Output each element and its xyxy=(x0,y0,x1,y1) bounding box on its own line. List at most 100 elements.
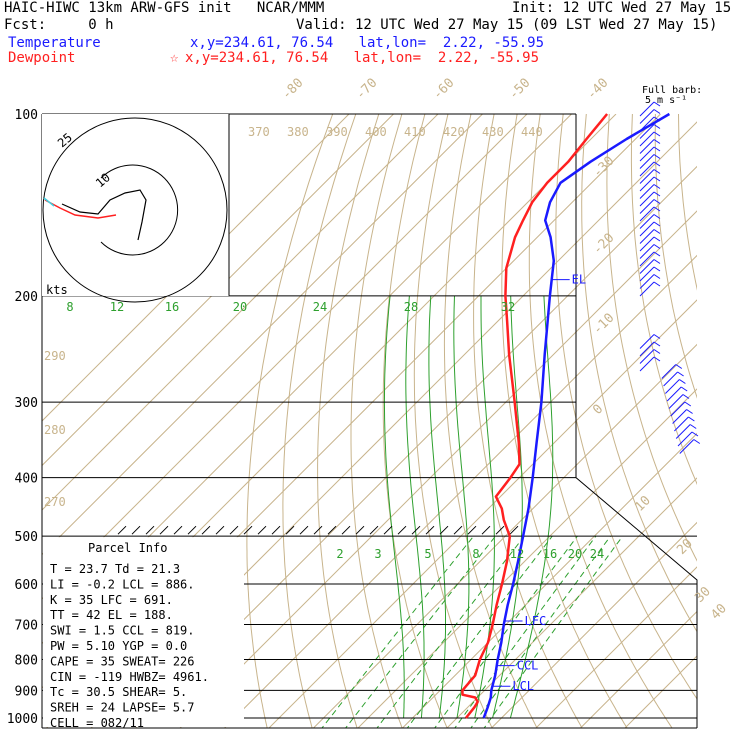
dry-adiabat-line xyxy=(282,114,357,728)
wind-barb-flag xyxy=(653,131,661,137)
pressure-tick-label: 500 xyxy=(15,530,38,545)
dry-adiabat-line xyxy=(606,114,697,562)
wind-barb xyxy=(639,161,655,177)
wind-barb-flag xyxy=(653,101,661,107)
isotherm-line xyxy=(624,655,697,728)
mixing-ratio-label: 24 xyxy=(590,547,604,561)
wind-barb xyxy=(639,109,655,124)
moist-adiabat-label: 20 xyxy=(233,300,247,314)
hatch-mark xyxy=(173,525,183,535)
parcel-info-row: Tc = 30.5 SHEAR= 5. xyxy=(50,685,187,699)
level-label-ccl: CCL xyxy=(517,659,539,673)
hatch-mark xyxy=(369,525,379,535)
dry-adiabat-line xyxy=(473,114,583,728)
moist-adiabat-label: 24 xyxy=(313,300,327,314)
wind-barb-flag xyxy=(653,229,661,234)
pressure-tick-label: 800 xyxy=(15,653,38,668)
mixing-ratio-line xyxy=(483,535,624,728)
isotherm-label: 30 xyxy=(692,584,714,606)
init-time: Init: 12 UTC Wed 27 May 15 xyxy=(512,0,732,16)
isotherm-line xyxy=(42,114,483,556)
hatch-mark xyxy=(201,525,211,535)
isotherm-label: 10 xyxy=(632,493,654,515)
hatch-mark xyxy=(117,525,127,535)
temperature-profile xyxy=(482,112,671,719)
isotherm-label: -50 xyxy=(506,76,533,103)
wind-barb xyxy=(672,409,687,424)
hatch-mark xyxy=(299,525,309,535)
valid-time: Valid: 12 UTC Wed 27 May 15 (09 LST Wed … xyxy=(296,17,718,33)
moist-adiabat-label: 28 xyxy=(404,300,418,314)
hodograph-outer-ring xyxy=(42,117,228,303)
parcel-info-row: TT = 42 EL = 188. xyxy=(50,608,173,622)
isotherm-label: -70 xyxy=(353,76,380,103)
isotherm-label: -60 xyxy=(430,76,457,103)
mixing-ratio-line xyxy=(376,535,525,728)
wind-barb-flag xyxy=(689,424,697,429)
isotherm-label: -30 xyxy=(590,154,617,181)
temperature-coords: x,y=234.61, 76.54 lat,lon= 2.22, -55.95 xyxy=(190,35,545,51)
moist-adiabat-line xyxy=(509,295,554,719)
parcel-info-row: CAPE = 35 SWEAT= 226 xyxy=(50,654,195,668)
hatch-mark xyxy=(509,525,519,535)
wind-barb xyxy=(639,266,655,282)
parcel-info-row: SWI = 1.5 CCL = 819. xyxy=(50,624,195,638)
isotherm-line xyxy=(446,477,697,728)
wind-barb-flag xyxy=(653,161,661,167)
wind-barb-flag xyxy=(691,431,699,437)
isotherm-line xyxy=(579,610,697,728)
wind-barb xyxy=(639,184,655,199)
pressure-tick-label: 700 xyxy=(15,618,38,633)
wind-barb-flag xyxy=(682,394,690,399)
moist-adiabat-label: 8 xyxy=(66,300,73,314)
wind-barb xyxy=(639,116,655,132)
parcel-info-row: T = 23.7 Td = 21.3 xyxy=(50,562,180,576)
pressure-tick-label: 100 xyxy=(15,108,38,123)
hatch-mark xyxy=(131,525,141,535)
hatch-mark xyxy=(397,525,407,535)
wind-barb xyxy=(639,259,655,274)
wind-barb xyxy=(661,364,677,379)
wind-barb-flag xyxy=(653,154,661,159)
dry-adiabat-line xyxy=(443,114,538,728)
wind-barb xyxy=(670,401,686,417)
wind-barb-flag xyxy=(688,416,695,422)
theta-label: 400 xyxy=(365,125,387,139)
isotherm-label: 20 xyxy=(674,536,696,558)
hatch-mark xyxy=(271,525,281,535)
wind-barb-flag xyxy=(653,206,661,212)
wind-barb-flag xyxy=(653,274,661,279)
wind-barb-flag xyxy=(680,386,688,392)
isotherm-line xyxy=(42,114,394,467)
wind-barb xyxy=(639,101,655,117)
mixing-ratio-label: 16 xyxy=(543,547,557,561)
mixing-ratio-label: 3 xyxy=(374,547,381,561)
hatch-mark xyxy=(187,525,197,535)
hatch-mark xyxy=(257,525,267,535)
wind-barb-flag xyxy=(679,379,686,384)
wind-barb xyxy=(679,439,695,454)
wind-barb-flag xyxy=(686,409,693,414)
isotherm-line xyxy=(179,210,697,728)
hatch-mark xyxy=(341,525,351,535)
dry-adiabat-line xyxy=(555,114,697,700)
dry-adiabat-line xyxy=(581,114,697,633)
hatch-mark xyxy=(229,525,239,535)
level-label-lcl: LCL xyxy=(512,679,534,693)
wind-barb-flag xyxy=(653,199,661,204)
parcel-info-row: CELL = 082/11 xyxy=(50,716,144,730)
parcel-info-row: PW = 5.10 YGP = 0.0 xyxy=(50,639,187,653)
hatch-mark xyxy=(327,525,337,535)
wind-barb xyxy=(639,169,655,184)
moist-adiabat-label: 16 xyxy=(165,300,179,314)
theta-label: 420 xyxy=(443,125,465,139)
parcel-info-row: CIN = -119 HWBZ= 4961. xyxy=(50,670,209,684)
wind-barb-flag xyxy=(653,251,661,257)
hatch-mark xyxy=(495,525,505,535)
hodograph-trace-red xyxy=(44,199,117,219)
wind-barb-flag xyxy=(653,341,661,347)
hatch-mark xyxy=(355,525,365,535)
isotherm-label: -40 xyxy=(584,76,611,103)
theta-label: 390 xyxy=(326,125,348,139)
